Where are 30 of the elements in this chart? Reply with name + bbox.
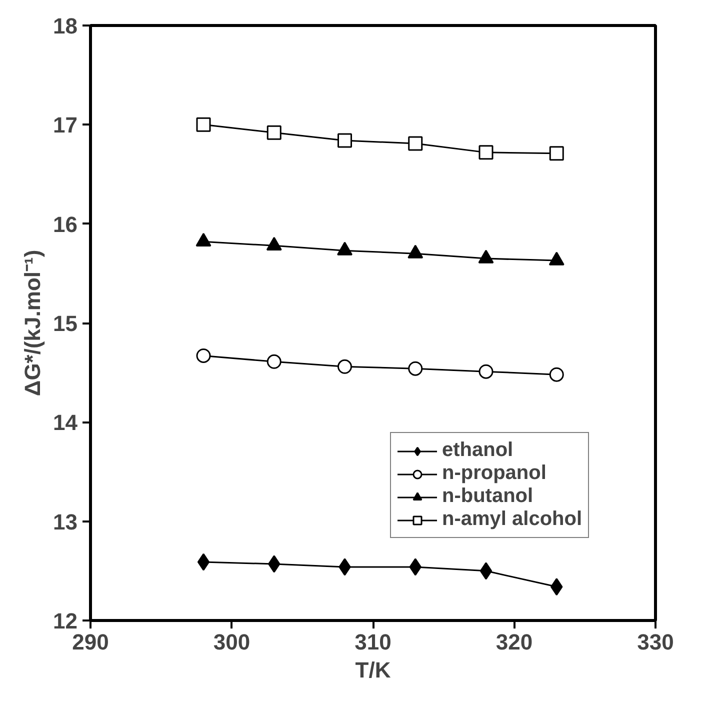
point	[480, 562, 492, 580]
point	[478, 145, 494, 160]
legend-label: n-butanol	[442, 485, 534, 508]
legend-label: ethanol	[442, 439, 514, 462]
point	[197, 553, 210, 571]
point	[338, 133, 352, 148]
y-tick-label: 16	[53, 212, 78, 237]
x-tick-label: 310	[354, 630, 392, 654]
y-tick-label: 14	[53, 410, 78, 436]
point	[408, 136, 423, 151]
x-axis-title: T/K	[355, 658, 391, 682]
y-tick-label: 15	[53, 311, 78, 336]
y-axis-title: ΔG*/(kJ.mol⁻¹)	[20, 250, 46, 396]
point	[196, 117, 211, 132]
y-tick-label: 17	[53, 112, 78, 138]
point	[408, 361, 423, 376]
point	[478, 364, 494, 379]
point	[196, 348, 211, 363]
legend-label: n-amyl alcohol	[442, 508, 582, 531]
x-tick-label: 300	[213, 630, 250, 654]
x-tick-label: 320	[496, 630, 533, 654]
point	[338, 359, 352, 374]
x-tick-label: 330	[637, 630, 674, 654]
point	[549, 367, 564, 382]
y-tick-label: 13	[53, 509, 78, 534]
point	[266, 354, 282, 369]
point	[266, 125, 282, 140]
y-tick-label: 18	[53, 14, 78, 38]
point	[549, 146, 564, 161]
legend-label: n-propanol	[442, 462, 546, 485]
